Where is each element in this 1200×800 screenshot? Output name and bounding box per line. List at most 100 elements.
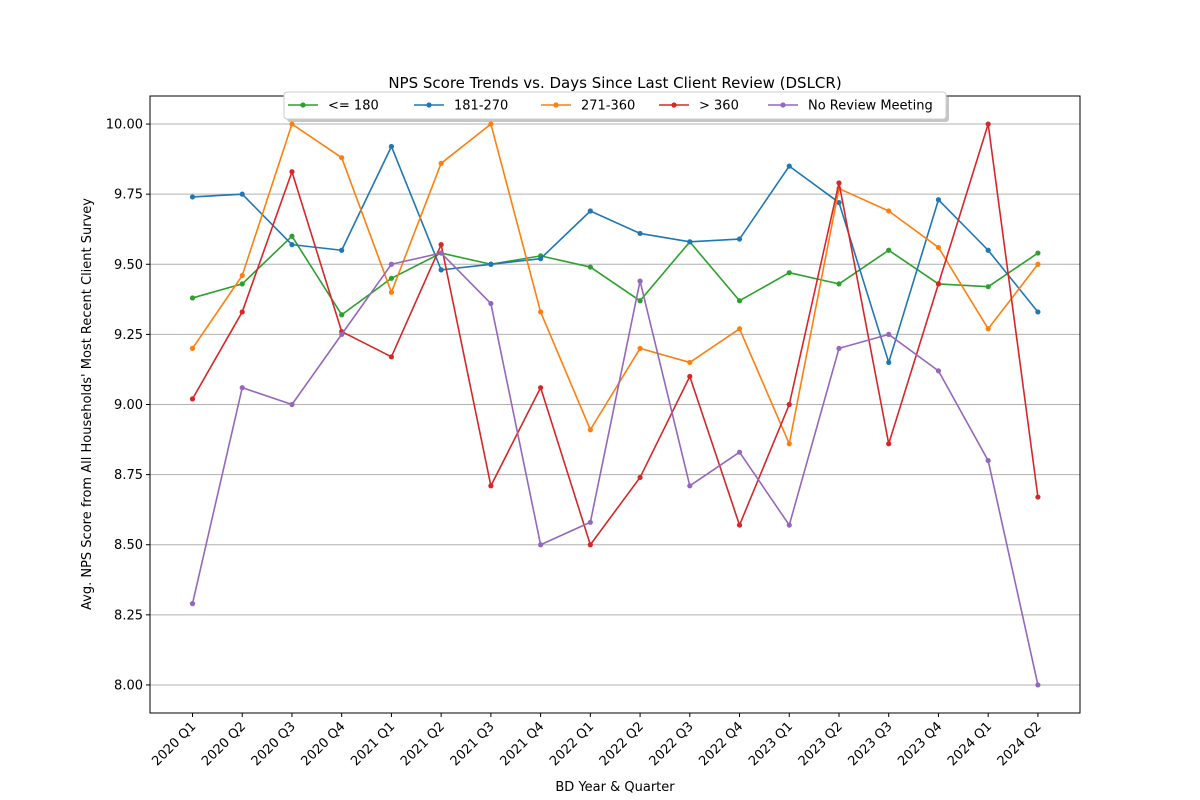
series-line xyxy=(192,145,1039,364)
data-point xyxy=(538,256,544,262)
data-point xyxy=(985,121,991,127)
y-tick-label: 9.25 xyxy=(114,328,143,343)
data-point xyxy=(339,331,345,337)
data-point xyxy=(985,326,991,332)
legend-item: No Review Meeting xyxy=(768,99,933,114)
y-tick-label: 9.50 xyxy=(114,258,143,273)
data-point xyxy=(935,368,942,374)
data-point xyxy=(438,267,444,273)
legend-marker xyxy=(300,102,306,108)
data-point xyxy=(587,208,593,214)
data-point xyxy=(239,272,245,279)
data-point xyxy=(189,345,196,352)
data-point xyxy=(189,194,196,200)
series-line xyxy=(191,123,1039,546)
series-line xyxy=(191,252,1039,686)
data-point xyxy=(189,396,196,402)
data-point xyxy=(289,233,295,239)
data-point xyxy=(637,298,643,304)
data-point xyxy=(339,247,345,253)
data-point xyxy=(438,242,444,248)
data-point xyxy=(239,191,245,197)
data-point xyxy=(886,247,892,253)
series-1 xyxy=(189,143,1041,366)
legend-item: 181-270 xyxy=(414,99,508,114)
data-point xyxy=(189,295,196,301)
x-axis-label: BD Year & Quarter xyxy=(555,780,675,795)
data-point xyxy=(438,250,444,256)
legend-item: > 360 xyxy=(659,99,739,114)
y-axis-ticks: 8.00 8.25 8.50 8.75 9.00 9.25 9.50 9.75 10.00 xyxy=(106,118,150,693)
data-point xyxy=(388,143,395,150)
data-point xyxy=(786,163,792,169)
data-point xyxy=(786,441,792,447)
data-point xyxy=(786,522,792,528)
data-point xyxy=(786,401,792,408)
legend-box xyxy=(283,91,947,120)
data-point xyxy=(1035,261,1041,267)
data-point xyxy=(836,199,842,206)
gridlines xyxy=(150,123,1080,686)
data-point xyxy=(538,309,544,315)
data-point xyxy=(687,373,693,380)
data-point xyxy=(736,522,743,528)
data-point xyxy=(189,601,196,607)
legend-label: 271-360 xyxy=(581,99,635,114)
data-point xyxy=(886,359,892,366)
data-point xyxy=(388,275,395,281)
legend-label: <= 180 xyxy=(328,99,379,114)
data-point xyxy=(985,457,991,464)
data-point xyxy=(836,180,842,186)
data-point xyxy=(587,264,593,270)
y-tick-label: 8.75 xyxy=(114,468,143,483)
data-point xyxy=(935,244,942,251)
data-point xyxy=(1035,682,1041,688)
y-tick-label: 9.75 xyxy=(114,188,143,203)
data-point xyxy=(985,247,991,253)
series-4 xyxy=(189,250,1041,688)
legend-label: 181-270 xyxy=(454,99,508,114)
data-point xyxy=(289,401,295,408)
data-point xyxy=(388,289,395,295)
data-point xyxy=(886,208,892,214)
legend: <= 180 181-270 271-360 > 360 No Review Meeti… xyxy=(283,91,949,122)
y-tick-label: 10.00 xyxy=(106,118,143,133)
y-tick-label: 8.00 xyxy=(114,678,143,693)
data-point xyxy=(587,519,593,525)
data-point xyxy=(687,483,693,489)
data-point xyxy=(637,230,643,237)
y-tick-label: 8.50 xyxy=(114,538,143,553)
series-line xyxy=(191,123,1039,445)
legend-marker xyxy=(780,102,786,108)
data-point xyxy=(736,298,743,304)
data-point xyxy=(1035,250,1041,256)
legend-item: <= 180 xyxy=(288,99,379,114)
series-lines xyxy=(189,121,1041,688)
data-point xyxy=(687,359,693,366)
data-point xyxy=(339,312,345,318)
data-point xyxy=(538,542,544,548)
y-axis-label: Avg. NPS Score from All Households' Most… xyxy=(80,198,95,610)
data-point xyxy=(339,155,345,161)
data-point xyxy=(836,345,842,352)
legend-marker xyxy=(671,102,677,108)
data-point xyxy=(1035,309,1041,315)
y-tick-label: 9.00 xyxy=(114,398,143,413)
data-point xyxy=(985,284,991,290)
data-point xyxy=(239,281,245,287)
data-point xyxy=(736,326,743,332)
legend-label: No Review Meeting xyxy=(808,99,933,114)
data-point xyxy=(289,121,295,127)
data-point xyxy=(587,427,593,433)
data-point xyxy=(239,309,245,315)
data-point xyxy=(836,281,842,287)
data-point xyxy=(935,281,942,287)
series-3 xyxy=(189,121,1041,548)
data-point xyxy=(388,354,395,360)
data-point xyxy=(289,242,295,248)
data-point xyxy=(786,270,792,276)
data-point xyxy=(239,385,245,391)
data-point xyxy=(736,449,743,455)
